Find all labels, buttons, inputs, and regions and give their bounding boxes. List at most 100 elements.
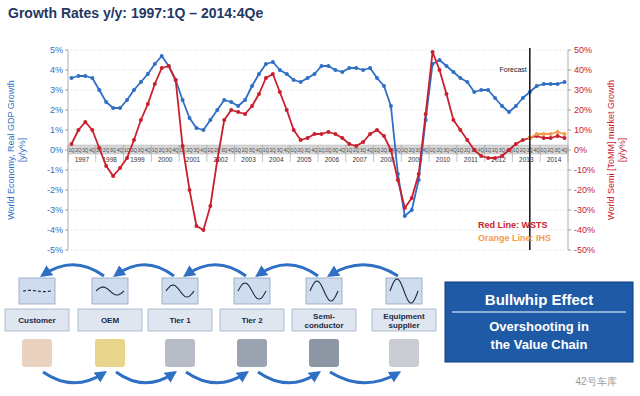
stage-label-box — [148, 309, 212, 331]
series-marker — [382, 84, 386, 88]
series-marker — [215, 108, 219, 112]
y2-tick-label: 0% — [574, 145, 587, 155]
series-marker — [153, 82, 157, 86]
year-label: 2007 — [352, 156, 367, 163]
grid-line — [68, 250, 568, 251]
x-tick-label: 4Q — [228, 148, 235, 153]
legend-entry: Orange Line: IHS — [478, 233, 551, 243]
x-tick-label: 2Q — [186, 148, 193, 153]
series-marker — [493, 96, 497, 100]
grid-line — [68, 90, 568, 91]
x-tick-label: 3Q — [332, 148, 339, 153]
stage-label-box — [220, 309, 284, 331]
series-marker — [424, 112, 428, 116]
y2-tick-label: 30% — [574, 85, 592, 95]
tick — [65, 190, 68, 191]
x-tick-label: 2Q — [381, 148, 388, 153]
series-marker — [111, 174, 115, 178]
series-marker — [486, 156, 490, 160]
year-separator — [151, 145, 152, 162]
series-marker — [472, 148, 476, 152]
y-tick-label: -3% — [47, 205, 63, 215]
series-marker — [236, 104, 240, 108]
flow-arrow — [330, 265, 398, 276]
year-separator — [318, 145, 319, 162]
series-marker — [146, 72, 150, 76]
flow-arrow — [43, 372, 104, 383]
series-marker — [111, 106, 115, 110]
series-marker — [438, 68, 442, 72]
y2-axis-title: World Semi [ToMM] market Growth — [606, 80, 616, 220]
tick — [568, 190, 571, 191]
series-marker — [257, 92, 261, 96]
y2-tick-label: -20% — [574, 185, 595, 195]
y-tick-label: -4% — [47, 225, 63, 235]
series-marker — [243, 98, 247, 102]
x-tick-label: 3Q — [249, 148, 256, 153]
x-tick-label: 2Q — [131, 148, 138, 153]
stage-label-box — [372, 309, 436, 331]
x-tick-label: 2Q — [242, 148, 249, 153]
tick — [568, 150, 571, 151]
series-marker — [104, 100, 108, 104]
tick — [65, 110, 68, 111]
flow-arrow — [258, 372, 318, 383]
series-marker — [479, 88, 483, 92]
tick — [568, 50, 571, 51]
legend-entry: Red Line: WSTS — [478, 220, 548, 230]
series-marker — [118, 106, 122, 110]
year-separator — [262, 145, 263, 162]
year-separator — [123, 145, 124, 162]
stage-photo — [95, 339, 125, 367]
series-marker — [167, 64, 171, 68]
series-marker — [556, 130, 560, 134]
series-marker — [243, 112, 247, 116]
series-marker — [229, 108, 233, 112]
year-separator — [290, 145, 291, 162]
series-marker — [201, 228, 205, 232]
year-label: 1999 — [130, 156, 145, 163]
flow-arrow — [116, 372, 174, 383]
stage-icon-box — [162, 278, 198, 304]
series-marker — [194, 224, 198, 228]
stage-icon-box — [234, 278, 270, 304]
y-tick-label: 2% — [50, 105, 63, 115]
series-marker — [257, 72, 261, 76]
y2-tick-label: -30% — [574, 205, 595, 215]
x-tick-label: 1Q — [430, 148, 437, 153]
series-marker — [83, 74, 87, 78]
stage-photo — [237, 339, 267, 367]
year-label: 2003 — [241, 156, 256, 163]
stage-photo — [165, 339, 195, 367]
x-tick-label: 1Q — [346, 148, 353, 153]
series-marker — [361, 140, 365, 144]
series-marker — [500, 154, 504, 158]
tick — [568, 210, 571, 211]
stage-label-box — [292, 309, 356, 331]
series-marker — [563, 136, 567, 140]
x-tick-label: 2Q — [353, 148, 360, 153]
year-label: 2005 — [297, 156, 312, 163]
x-tick-label: 2Q — [270, 148, 277, 153]
series-marker — [542, 132, 546, 136]
x-tick-label: 4Q — [534, 148, 541, 153]
series-marker — [431, 50, 435, 54]
series-marker — [465, 138, 469, 142]
stage-icon-box — [306, 278, 342, 304]
series-marker — [250, 84, 254, 88]
series-marker — [500, 104, 504, 108]
series-marker — [319, 132, 323, 136]
x-tick-label: 3Q — [443, 148, 450, 153]
x-tick-label: 1Q — [513, 148, 520, 153]
x-tick-label: 3Q — [305, 148, 312, 153]
x-tick-label: 4Q — [450, 148, 457, 153]
x-tick-label: 3Q — [138, 148, 145, 153]
callout-box — [445, 282, 633, 362]
x-tick-label: 3Q — [277, 148, 284, 153]
grid-line — [68, 50, 568, 51]
x-tick-label: 3Q — [82, 148, 89, 153]
series-marker — [507, 110, 511, 114]
x-tick-label: 1Q — [207, 148, 214, 153]
series-marker — [313, 132, 317, 136]
series-marker — [354, 144, 358, 148]
